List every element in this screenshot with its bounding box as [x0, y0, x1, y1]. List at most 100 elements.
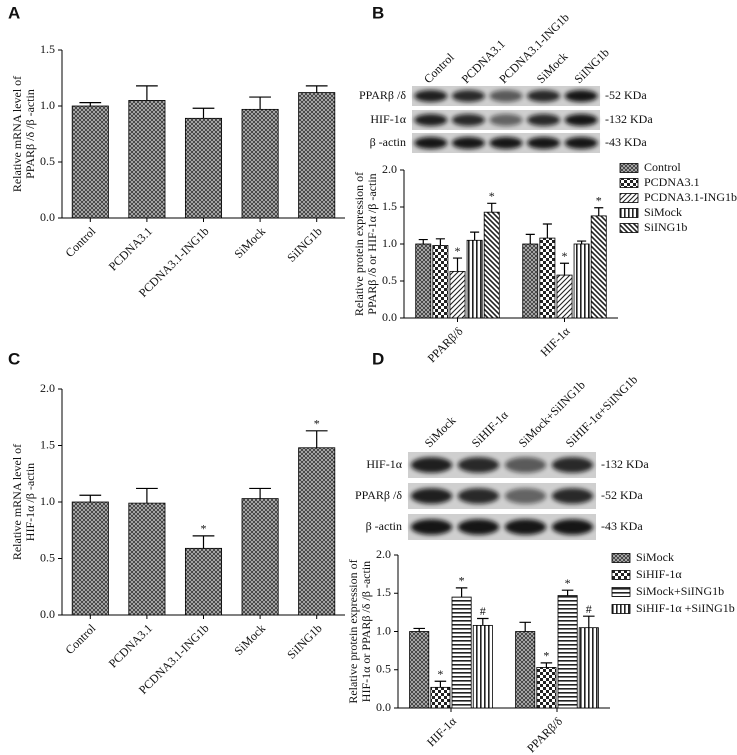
error-bar: [305, 430, 328, 448]
blot-band: [564, 114, 598, 126]
bar: [466, 239, 483, 319]
bar: [590, 215, 607, 319]
blot-band: [451, 114, 485, 126]
error-bar: [192, 535, 215, 549]
blot-band: [504, 457, 547, 473]
bar: [128, 100, 166, 219]
annotation: *: [565, 576, 571, 590]
bar: [415, 243, 432, 319]
blot-band: [414, 114, 448, 126]
y-tick-label: 0.0: [382, 310, 397, 324]
error-bar: [452, 257, 463, 272]
blot-band: [564, 137, 598, 149]
x-tick-label: SiING1b: [284, 224, 325, 265]
y-axis-label: Relative protein expression of: [352, 172, 366, 316]
y-axis-label: PPARβ /δ /β -actin: [23, 89, 37, 179]
lane-label: Control: [421, 50, 457, 86]
x-tick-label: PCDNA3.1: [106, 621, 155, 670]
lane-label: SiING1b: [571, 46, 612, 87]
x-tick-label: PPARβ/δ: [524, 714, 565, 755]
lane-label: SiHIF-1α: [469, 407, 512, 450]
y-axis-label: PPARβ /δ or HIF-1α /β -actin: [365, 173, 379, 314]
error-bar: [435, 238, 445, 246]
blot-band: [551, 457, 594, 473]
error-bar: [249, 96, 271, 110]
y-tick-label: 0.0: [40, 210, 55, 224]
y-axis-label: HIF-1α /β -actin: [23, 463, 37, 541]
legend-swatch: [611, 570, 631, 580]
bar: [241, 108, 279, 219]
annotation: #: [480, 604, 486, 618]
band-size: -52 KDa: [601, 488, 643, 502]
legend-swatch: [619, 208, 639, 218]
bar: [298, 447, 336, 616]
legend-swatch: [619, 223, 639, 233]
legend-label: PCDNA3.1: [644, 175, 700, 189]
x-tick-label: HIF-1α: [424, 714, 460, 750]
y-tick-label: 1.0: [376, 623, 391, 637]
legend-label: SiHIF-1α +SiING1b: [636, 601, 735, 615]
error-bar: [542, 223, 552, 239]
legend-swatch: [619, 178, 639, 188]
error-bar: [455, 587, 468, 598]
legend-label: SiMock: [644, 205, 682, 219]
bar: [515, 631, 536, 709]
lane-label: SiMock: [422, 413, 459, 450]
y-tick-label: 2.0: [382, 162, 397, 176]
annotation: *: [543, 649, 549, 663]
bar: [241, 498, 279, 616]
blot-band: [414, 90, 448, 102]
legend-label: Control: [644, 160, 681, 174]
legend-swatch: [619, 163, 639, 173]
band-label: β -actin: [366, 519, 402, 533]
y-axis-label: Relative protein expression of: [346, 559, 360, 703]
bar: [71, 105, 109, 219]
x-tick-label: PPARβ/δ: [425, 324, 466, 365]
bar: [409, 631, 430, 709]
blot-band: [551, 488, 594, 504]
error-bar: [540, 662, 553, 668]
band-size: -132 KDa: [605, 112, 653, 126]
annotation: *: [562, 249, 568, 263]
x-tick-label: SiMock: [231, 621, 268, 658]
bar: [556, 274, 573, 319]
bar: [573, 243, 590, 319]
error-bar: [519, 621, 531, 632]
legend-swatch: [611, 604, 631, 614]
blot-band: [457, 488, 500, 504]
blot-band: [504, 519, 547, 535]
x-tick-label: SiMock: [231, 224, 268, 261]
y-axis-label: Relative mRNA level of: [10, 76, 24, 192]
y-tick-label: 0.0: [376, 700, 391, 714]
bar: [539, 237, 556, 319]
x-tick-label: SiING1b: [284, 621, 325, 662]
blot-band: [414, 137, 448, 149]
band-label: PPARβ /δ: [359, 88, 406, 102]
legend-swatch: [619, 193, 639, 203]
annotation: *: [201, 522, 207, 536]
band-label: β -actin: [370, 135, 406, 149]
blot-band: [527, 114, 561, 126]
blot-band: [410, 488, 453, 504]
y-tick-label: 1.0: [382, 236, 397, 250]
band-size: -43 KDa: [605, 135, 647, 149]
blot-band: [451, 137, 485, 149]
error-bar: [559, 262, 570, 276]
bar: [298, 92, 336, 219]
y-tick-label: 0.0: [40, 607, 55, 621]
blot-band: [489, 137, 523, 149]
blot-band: [457, 457, 500, 473]
error-bar: [525, 233, 535, 244]
annotation: *: [437, 667, 443, 681]
blot-band: [564, 90, 598, 102]
y-tick-label: 1.0: [40, 494, 55, 508]
blot-band: [489, 90, 523, 102]
x-tick-label: Control: [63, 224, 99, 260]
bar: [472, 624, 493, 709]
blot-band: [551, 519, 594, 535]
error-bar: [79, 494, 102, 502]
panel-label: B: [372, 3, 384, 22]
legend-label: SiHIF-1α: [636, 567, 682, 581]
bar: [449, 270, 466, 319]
error-bar: [577, 240, 587, 244]
